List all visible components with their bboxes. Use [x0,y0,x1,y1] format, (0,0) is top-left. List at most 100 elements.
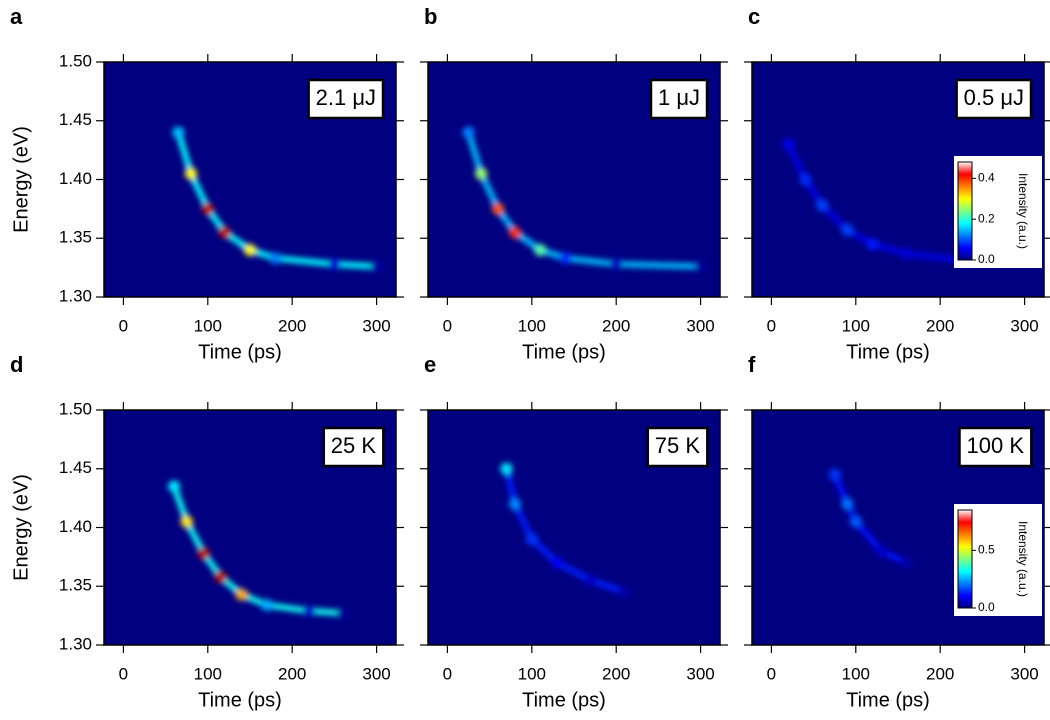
x-tick-label: 300 [1010,664,1038,683]
streak-point [201,202,214,215]
streak-point [475,167,488,180]
streak [168,480,349,620]
streak-point [328,258,341,271]
panel: 0 100 200 300 Time (ps) c 0.5 μJ 0.0 0.2 0.4 Inten… [744,4,1050,363]
streak-point [816,199,829,212]
colorbar-label: Intensity (a.u.) [1016,521,1030,597]
annotation: 0.5 μJ [964,85,1024,110]
streak-point [841,498,854,510]
streak-point [799,173,812,186]
x-tick-label: 0 [767,316,776,335]
streak-point [618,586,631,599]
colorbar-label: Intensity (a.u.) [1016,173,1030,249]
streak-point [508,498,521,510]
colorbar-tick-label: 0.4 [978,171,995,185]
annotation-box [958,426,1033,468]
streak-line [175,129,380,270]
colorbar-tick-label: 0.2 [978,211,995,225]
y-tick-label: 1.30 [59,286,92,305]
panel-letter: c [748,4,760,29]
panel-letter: b [424,4,437,29]
streak-point [260,599,273,612]
streak-point [551,556,564,569]
panel-letter: e [424,352,436,377]
y-axis-label: Energy (eV) [10,474,32,581]
streak-point [235,588,248,601]
colorbar [957,161,973,261]
streak-point [303,604,316,617]
x-axis-label: Time (ps) [522,689,606,711]
panel-letter: f [748,352,756,377]
colorbar-tick-label: 0.0 [978,600,995,614]
x-tick-label: 100 [842,316,870,335]
streak-point [492,202,505,215]
panel: 0 100 200 300 1.30 1.35 1.40 1.45 1.50 Time (ps) E… [10,352,404,711]
y-tick-label: 1.40 [59,169,92,188]
y-tick-label: 1.40 [59,517,92,536]
y-tick-label: 1.35 [59,576,92,595]
panel: 0 100 200 300 Time (ps) e 75 K [420,352,728,711]
panel-letter: d [10,352,23,377]
x-tick-label: 300 [362,316,390,335]
x-tick-label: 200 [926,664,954,683]
streak-point [197,547,210,560]
annotation: 75 K [655,433,701,458]
panel: 0 100 200 300 Time (ps) f 100 K 0.0 0.5 Intensity… [744,352,1050,711]
x-tick-label: 100 [842,664,870,683]
streak-point [462,126,475,139]
streak-point [782,138,795,151]
colorbar-tick-label: 0.5 [978,543,995,557]
annotation: 25 K [331,433,377,458]
colorbar-tick-label: 0.0 [978,252,995,266]
streak-point [370,260,383,273]
x-tick-label: 300 [362,664,390,683]
x-tick-label: 100 [194,664,222,683]
streak [172,126,383,273]
x-axis-label: Time (ps) [522,341,606,363]
streak-point [694,260,707,273]
annotation-box [307,78,385,120]
x-tick-label: 200 [278,316,306,335]
streak-point [841,224,854,237]
streak-point [180,515,193,528]
streak-point [214,570,227,583]
x-tick-label: 300 [686,664,714,683]
streak [500,462,631,599]
annotation: 1 μJ [658,85,700,110]
annotation: 100 K [967,433,1025,458]
y-tick-label: 1.50 [59,51,92,70]
streak [828,468,913,569]
panel: 0 100 200 300 Time (ps) b 1 μJ [420,4,728,363]
streak [782,138,972,267]
streak-point [584,574,597,587]
y-tick-label: 1.30 [59,634,92,653]
x-tick-label: 0 [443,316,452,335]
x-tick-label: 0 [119,664,128,683]
streak-point [610,258,623,271]
colorbar [957,509,973,609]
streak-point [184,167,197,180]
x-tick-label: 200 [926,316,954,335]
streak [462,126,707,273]
annotation-box [649,78,709,120]
streak-point [849,515,862,528]
streak-point [900,247,913,260]
panel: 0 100 200 300 1.30 1.35 1.40 1.45 1.50 Time (ps) E… [10,4,404,363]
streak-point [866,238,879,251]
streak-point [218,226,231,239]
streak-point [900,556,913,569]
streak-point [525,533,538,546]
y-tick-label: 1.45 [59,458,92,477]
annotation-box [322,426,385,468]
x-axis-label: Time (ps) [198,341,282,363]
x-tick-label: 300 [1010,316,1038,335]
x-tick-label: 100 [518,316,546,335]
y-tick-label: 1.35 [59,228,92,247]
streak-point [500,462,513,475]
streak-point [336,607,349,620]
x-tick-label: 0 [119,316,128,335]
streak-point [828,468,841,481]
streak-point [172,126,185,139]
y-tick-label: 1.50 [59,399,92,418]
